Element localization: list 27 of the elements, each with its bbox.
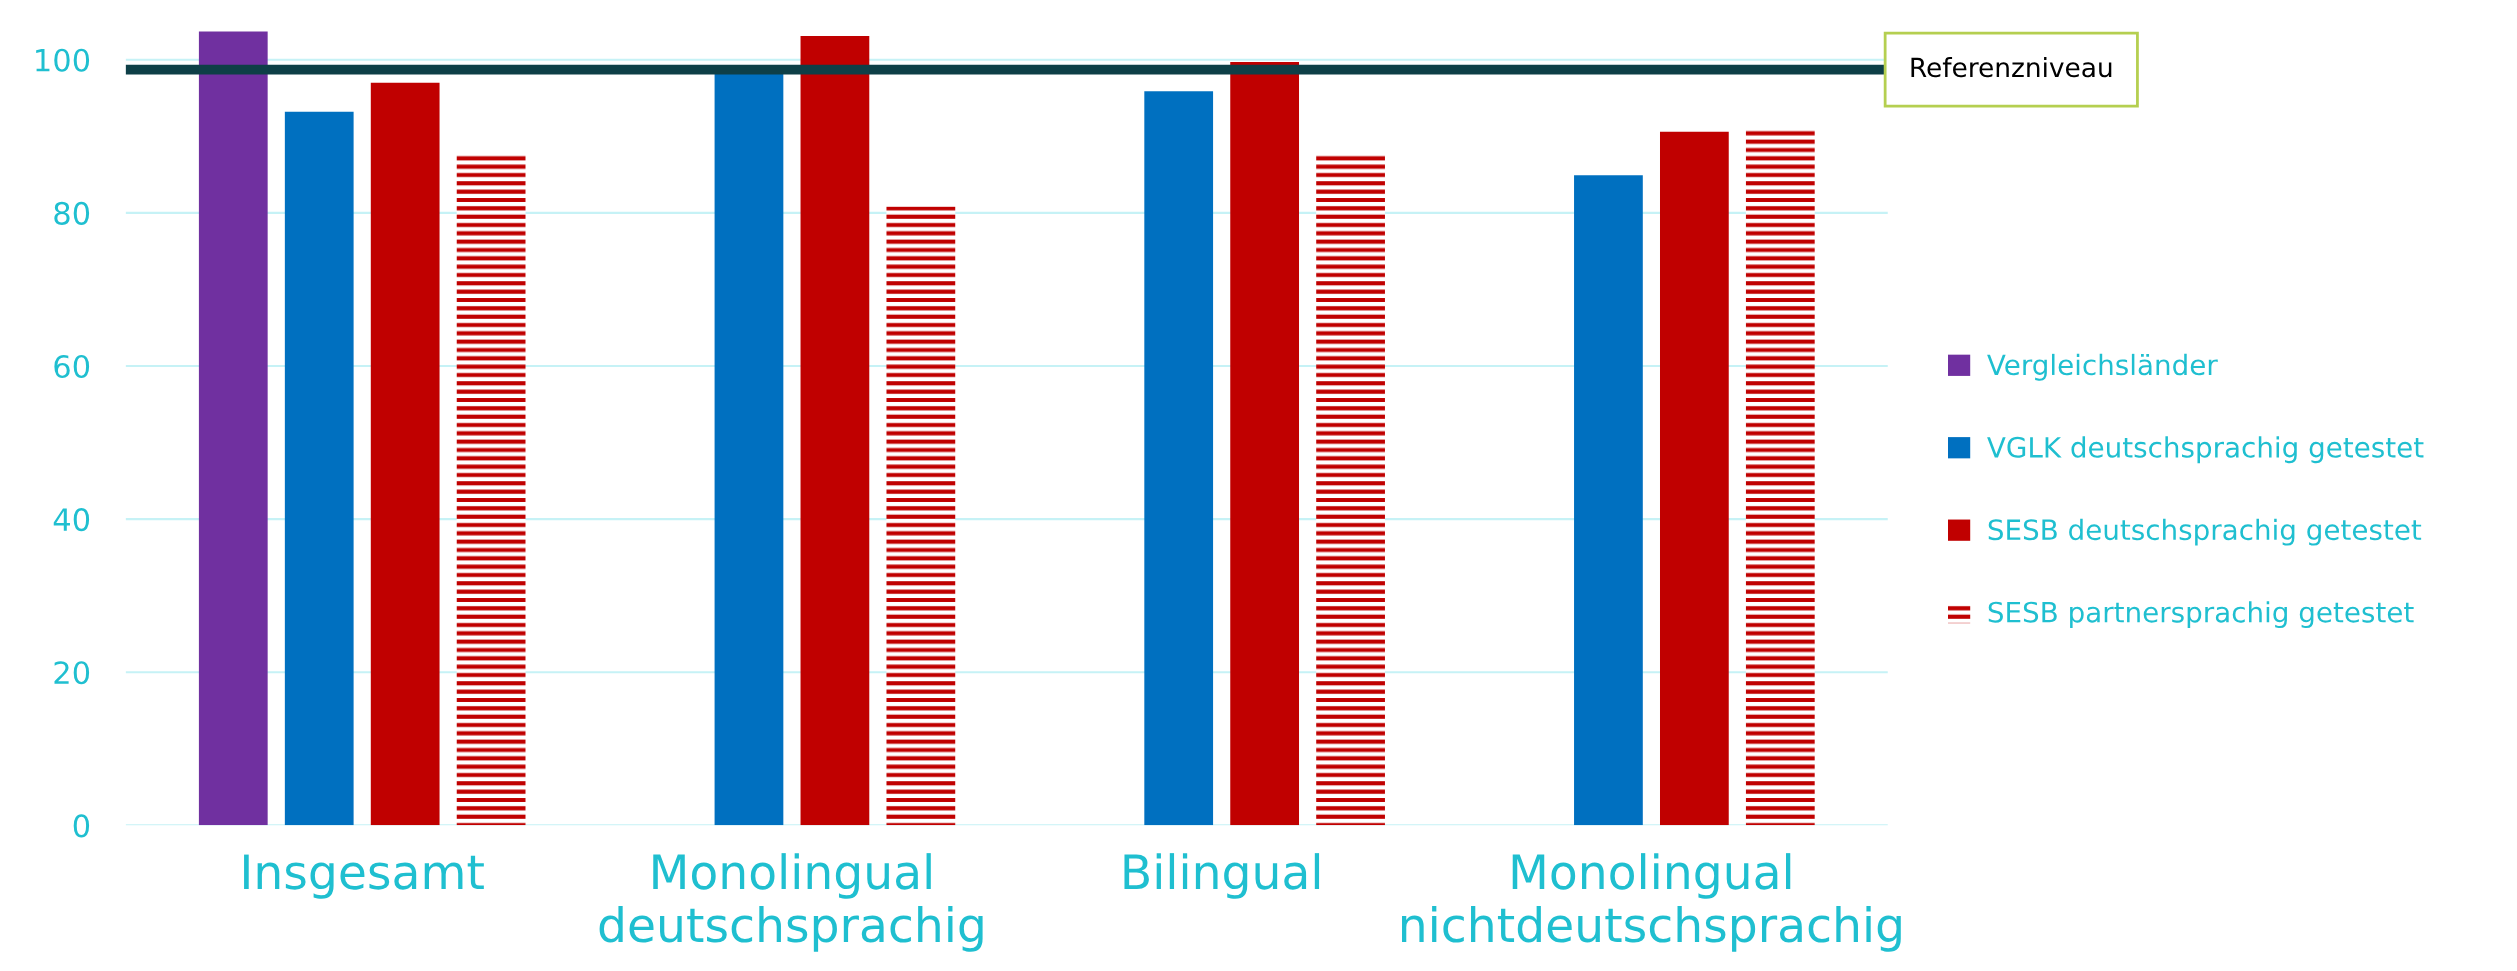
bar	[1230, 62, 1300, 826]
legend-label: VGLK deutschsprachig getestet	[1987, 436, 2424, 464]
y-tick-label: 40	[53, 508, 90, 532]
y-tick-label: 100	[36, 48, 90, 72]
bar	[456, 154, 526, 826]
bar	[198, 31, 268, 826]
y-tick-label: 80	[54, 201, 90, 225]
y-tick-label: 20	[54, 661, 90, 685]
bar	[1574, 175, 1643, 826]
x-tick-label: Insgesamt	[244, 854, 484, 899]
legend-label: SESB deutschsprachig getestet	[1988, 518, 2422, 546]
bar	[1316, 154, 1385, 826]
bar	[1659, 131, 1729, 826]
y-tick-label: 60	[54, 354, 90, 379]
ref-line-label: Referenzniveau	[1911, 56, 2112, 78]
legend-label: SESB partnersprachig getestet	[1988, 601, 2414, 629]
bar	[1745, 127, 1815, 826]
x-tick-label: Monolingual nichtdeutschsprachig	[1402, 853, 1901, 952]
bar	[284, 111, 354, 826]
bar	[886, 206, 956, 826]
x-tick-label: Monolingual deutschsprachig	[599, 853, 983, 952]
bar	[370, 82, 440, 826]
x-tick-label: Bilingual	[1124, 853, 1320, 899]
legend-label: Vergleichsländer	[1987, 353, 2218, 381]
bar	[1144, 91, 1214, 826]
bar	[800, 36, 870, 826]
y-tick-label: 0	[73, 814, 90, 838]
